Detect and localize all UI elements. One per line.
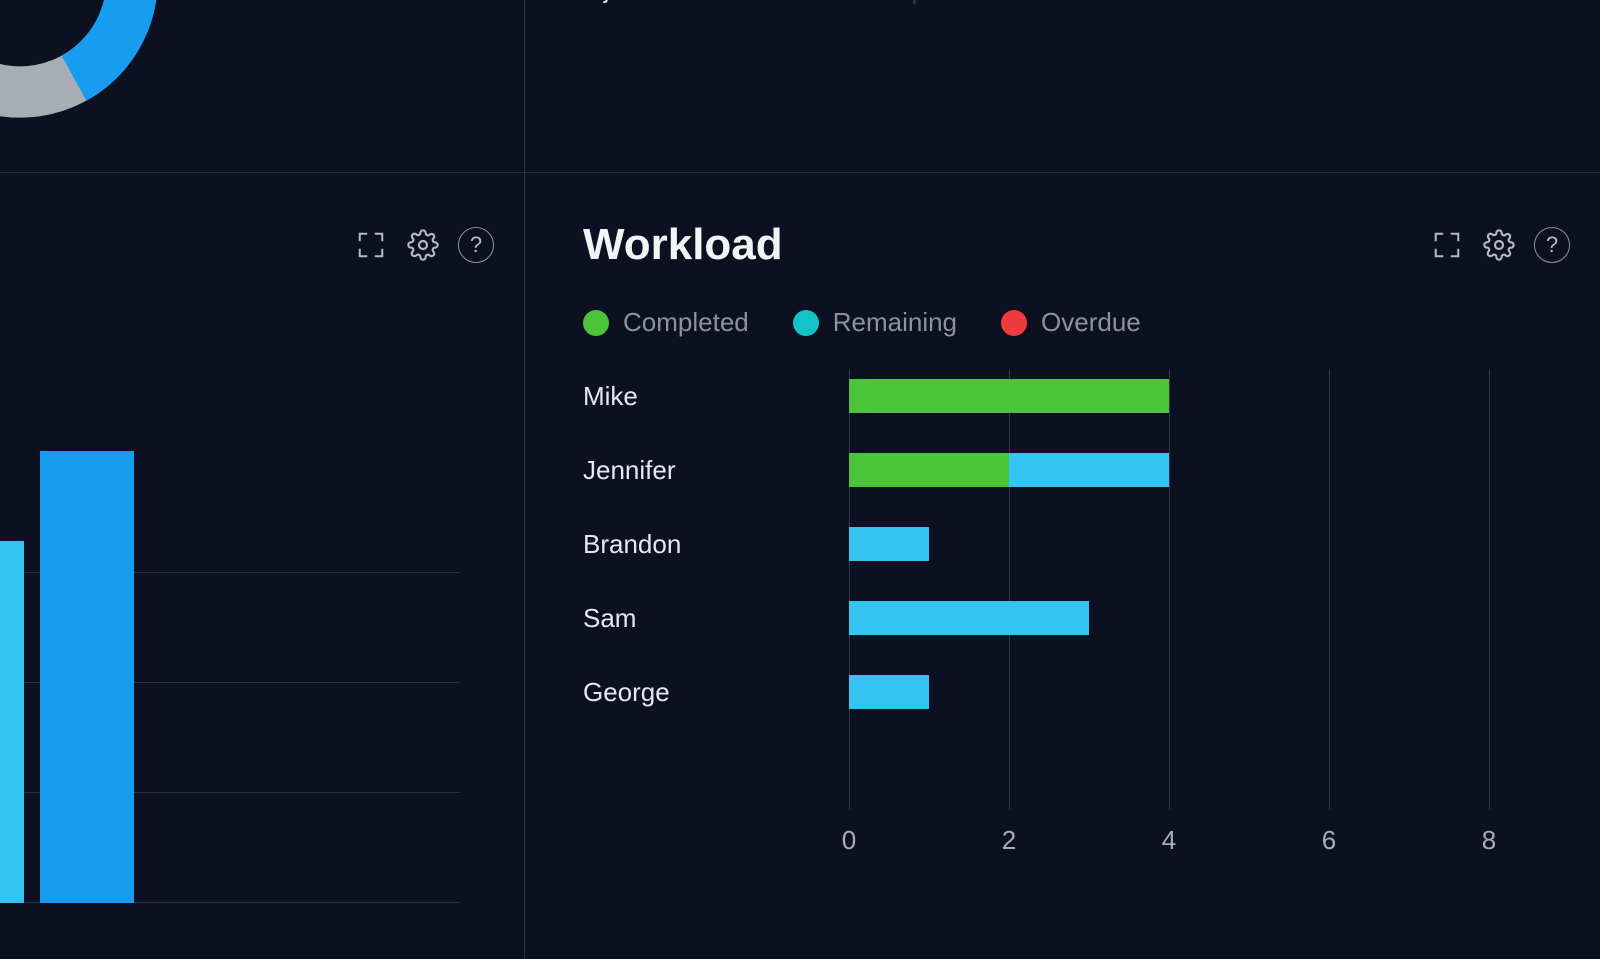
project-progress-row: Project Clo… 0%: [565, 0, 916, 5]
panel-tools: ?: [1430, 227, 1570, 263]
top-right-cell: Project Clo… 0%: [525, 0, 1600, 173]
legend-item[interactable]: Overdue: [1001, 307, 1141, 338]
gear-icon[interactable]: [406, 228, 440, 262]
top-row: Project Clo… 0%: [0, 0, 1600, 173]
workload-x-gridline: [1169, 369, 1170, 809]
legend-dot: [583, 310, 609, 336]
left-panel: ? get: [0, 173, 525, 959]
workload-bar-segment: [849, 601, 1089, 635]
workload-x-tick: 4: [1162, 825, 1176, 856]
column-bar: [40, 451, 134, 903]
left-column-chart: [0, 383, 460, 903]
legend-item[interactable]: Remaining: [793, 307, 957, 338]
workload-x-gridline: [1329, 369, 1330, 809]
project-progress-bar: [913, 0, 916, 4]
workload-bar-segment: [849, 379, 1169, 413]
workload-x-gridline: [849, 369, 850, 809]
workload-x-tick: 0: [842, 825, 856, 856]
workload-x-tick: 8: [1482, 825, 1496, 856]
workload-bar-segment: [1009, 453, 1169, 487]
project-percent: 0%: [805, 0, 843, 5]
workload-row-label: George: [583, 677, 813, 708]
legend-dot: [793, 310, 819, 336]
legend-label: Overdue: [1041, 307, 1141, 338]
legend-label: Remaining: [833, 307, 957, 338]
workload-bar: [849, 453, 1169, 487]
workload-row-label: Brandon: [583, 529, 813, 560]
workload-legend: Completed Remaining Overdue: [583, 307, 1141, 338]
project-name: Project Clo…: [565, 0, 735, 5]
workload-x-tick: 2: [1002, 825, 1016, 856]
panel-header: ?: [0, 215, 524, 275]
workload-x-gridline: [1009, 369, 1010, 809]
panel-tools: ?: [354, 227, 494, 263]
workload-x-gridline: [1489, 369, 1490, 809]
top-left-cell: [0, 0, 525, 173]
workload-chart: 0 2 4 6 8 Mike Jennifer Brandon Sam George: [583, 369, 1570, 959]
workload-x-tick: 6: [1322, 825, 1336, 856]
expand-icon[interactable]: [354, 228, 388, 262]
panel-header: Workload ?: [525, 215, 1600, 275]
workload-bar-segment: [849, 453, 1009, 487]
workload-bar-segment: [849, 527, 929, 561]
expand-icon[interactable]: [1430, 228, 1464, 262]
workload-bar: [849, 601, 1089, 635]
workload-bar: [849, 675, 929, 709]
workload-bar: [849, 527, 929, 561]
legend-dot: [1001, 310, 1027, 336]
workload-panel: Workload ? Completed Remaining Overdue 0 2 4…: [525, 173, 1600, 959]
legend-item[interactable]: Completed: [583, 307, 749, 338]
column-bar: [0, 541, 24, 903]
workload-bar: [849, 379, 1169, 413]
help-icon[interactable]: ?: [458, 227, 494, 263]
workload-row-label: Mike: [583, 381, 813, 412]
help-icon[interactable]: ?: [1534, 227, 1570, 263]
workload-row-label: Sam: [583, 603, 813, 634]
progress-donut: [0, 0, 160, 120]
panel-title: Workload: [583, 220, 783, 270]
workload-bar-segment: [849, 675, 929, 709]
legend-label: Completed: [623, 307, 749, 338]
gear-icon[interactable]: [1482, 228, 1516, 262]
workload-row-label: Jennifer: [583, 455, 813, 486]
